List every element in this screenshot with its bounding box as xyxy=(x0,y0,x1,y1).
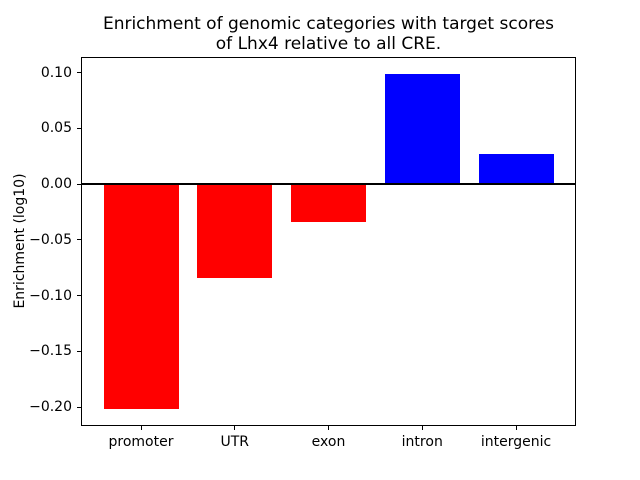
y-tick-label: −0.20 xyxy=(29,399,72,416)
y-tick-mark xyxy=(77,350,81,352)
zero-line xyxy=(81,183,576,186)
x-tick-mark xyxy=(234,426,236,430)
y-tick-mark xyxy=(77,72,81,74)
y-tick-mark xyxy=(77,295,81,297)
bar-promoter xyxy=(103,184,179,410)
chart-title: Enrichment of genomic categories with ta… xyxy=(102,14,555,54)
bar-intron xyxy=(384,73,460,185)
y-tick-mark xyxy=(77,183,81,185)
bar-exon xyxy=(291,184,366,222)
x-tick-label: exon xyxy=(311,434,346,450)
y-tick-label: 0.05 xyxy=(40,120,72,137)
bar-intergenic xyxy=(478,153,554,185)
y-tick-label: −0.10 xyxy=(29,287,72,304)
y-tick-mark xyxy=(77,406,81,408)
y-tick-label: 0.10 xyxy=(40,64,72,81)
x-tick-mark xyxy=(515,426,517,430)
y-tick-label: −0.15 xyxy=(29,343,72,360)
y-tick-label: −0.05 xyxy=(29,231,72,248)
y-tick-mark xyxy=(77,239,81,241)
x-tick-mark xyxy=(140,426,142,430)
y-tick-label: 0.00 xyxy=(40,176,72,193)
y-tick-mark xyxy=(77,127,81,129)
x-tick-label: intron xyxy=(401,434,443,450)
x-tick-label: promoter xyxy=(108,434,174,450)
bar-UTR xyxy=(197,184,273,278)
x-tick-mark xyxy=(328,426,329,430)
x-tick-mark xyxy=(421,426,423,430)
x-tick-label: UTR xyxy=(220,434,250,450)
x-tick-label: intergenic xyxy=(480,434,552,450)
